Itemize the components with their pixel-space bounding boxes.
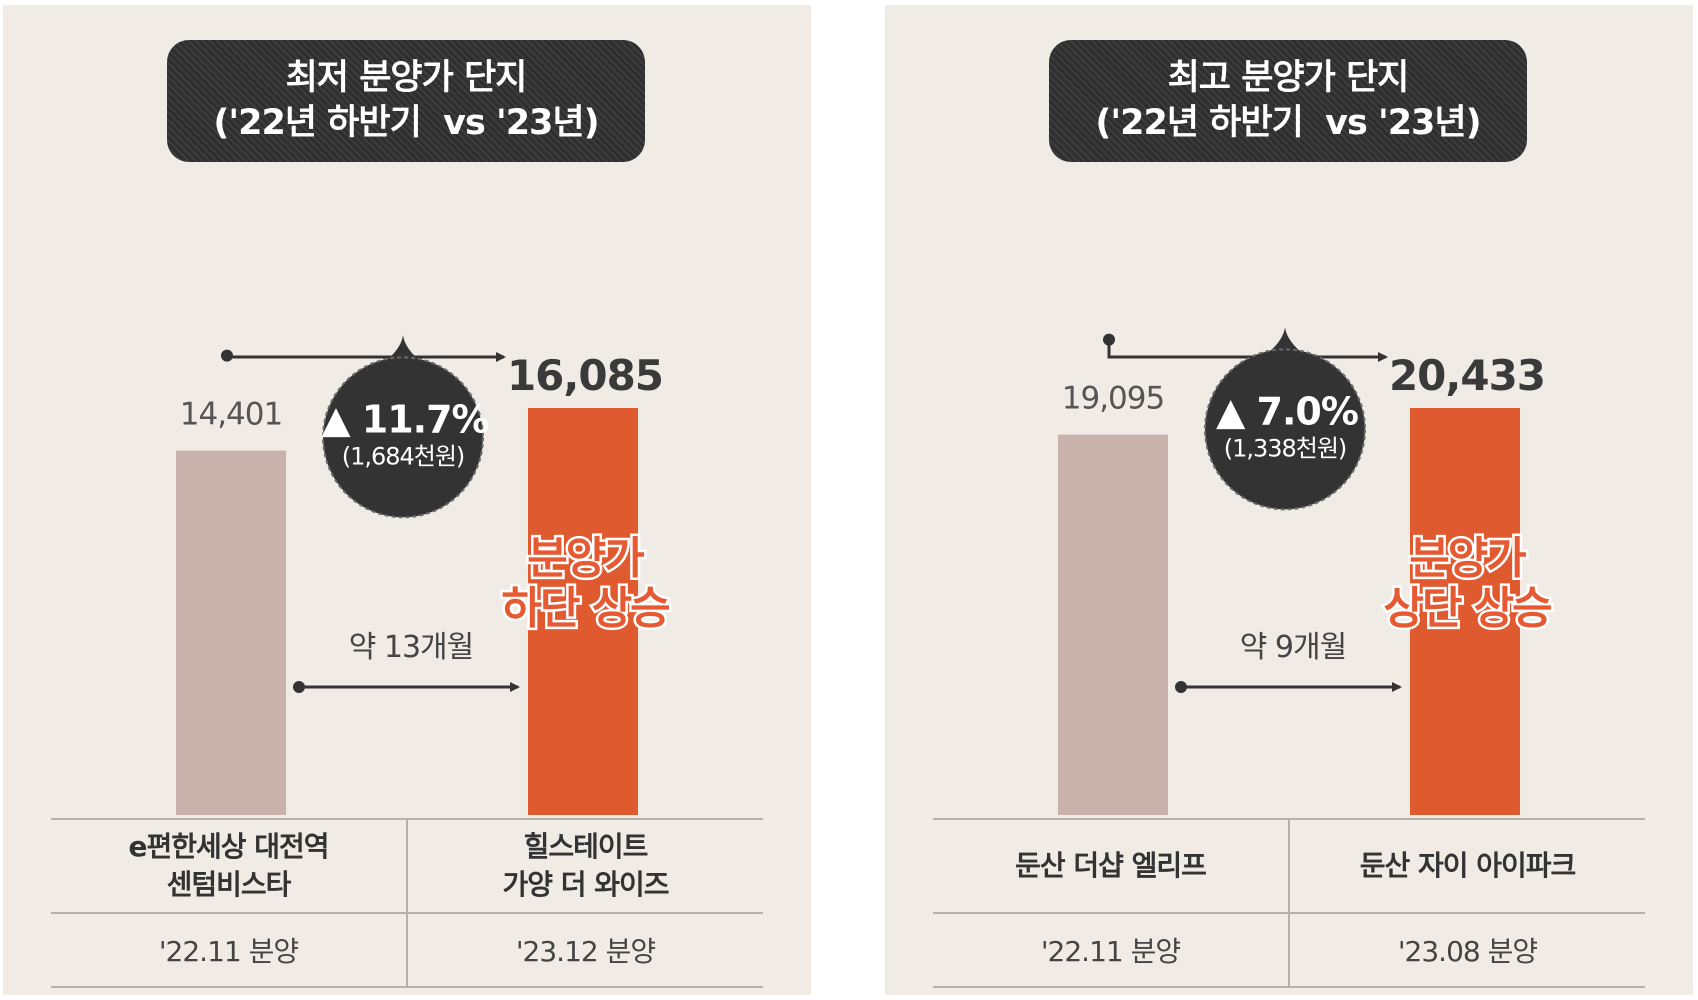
bar-before	[176, 450, 286, 815]
sale-date-after: '23.08 분양	[1397, 935, 1538, 968]
overlay-line-2: 상단 상승	[1383, 583, 1551, 634]
table-divider-v	[1288, 820, 1290, 986]
complex-name-after: 둔산 자이 아이파크	[1290, 820, 1645, 912]
badge-percent: ▲ 7.0%	[1216, 389, 1358, 433]
complex-name-after: 힐스테이트 가양 더 와이즈	[408, 820, 763, 912]
badge-difference: (1,338천원)	[1224, 434, 1347, 462]
chart-panel-highest: 최고 분양가 단지 ('22년 하반기 vs '23년) 19,095 20,43…	[885, 5, 1693, 995]
title-line-1: 최고 분양가 단지	[1167, 58, 1410, 98]
change-badge: ▲ 11.7%(1,684천원)	[321, 335, 490, 519]
rise-arrow	[225, 352, 506, 362]
badge-circle	[322, 356, 484, 519]
bar-after	[1410, 408, 1520, 815]
chart-title: 최고 분양가 단지 ('22년 하반기 vs '23년)	[1049, 40, 1527, 162]
title-line-1: 최저 분양가 단지	[285, 58, 528, 98]
complex-name-line: 센텀비스타	[166, 868, 292, 901]
complex-name-line: e편한세상 대전역	[128, 830, 329, 863]
table-divider-v	[406, 820, 408, 986]
bar-chart: 14,401 16,085 약 13개월 ▲ 11.7%(1,684천원) 분양가하단 …	[176, 335, 674, 815]
chart-title: 최저 분양가 단지 ('22년 하반기 vs '23년)	[167, 40, 645, 162]
complex-name-line: 힐스테이트	[523, 830, 649, 863]
badge-circle	[1204, 348, 1366, 511]
complex-name-line: 둔산 더샵 엘리프	[1015, 849, 1207, 882]
duration-label: 약 13개월	[349, 630, 474, 665]
complex-name-before: 둔산 더샵 엘리프	[933, 820, 1288, 912]
chart-panel-lowest: 최저 분양가 단지 ('22년 하반기 vs '23년) 14,401 16,08…	[3, 5, 811, 995]
overlay-line-1: 분양가	[1409, 533, 1526, 584]
value-label-after: 16,085	[507, 351, 663, 400]
value-label-before: 19,095	[1062, 381, 1164, 417]
sale-date-before: '22.11 분양	[158, 935, 299, 968]
complex-name-line: 둔산 자이 아이파크	[1359, 849, 1577, 882]
complex-name-before: e편한세상 대전역 센텀비스타	[51, 820, 406, 912]
sale-date-before: '22.11 분양	[1040, 935, 1181, 968]
complex-name-line: 가양 더 와이즈	[502, 868, 669, 901]
bar-after	[528, 408, 638, 815]
value-label-before: 14,401	[180, 397, 282, 433]
badge-difference: (1,684천원)	[342, 442, 465, 470]
badge-tip	[1265, 327, 1305, 356]
overlay-line-1: 분양가	[527, 533, 644, 584]
complex-table: e편한세상 대전역 센텀비스타 힐스테이트 가양 더 와이즈 '22.11 분양…	[51, 818, 763, 988]
complex-table: 둔산 더샵 엘리프 둔산 자이 아이파크 '22.11 분양 '23.08 분양	[933, 818, 1645, 988]
overlay-line-2: 하단 상승	[501, 583, 669, 634]
title-line-2: ('22년 하반기 vs '23년)	[1095, 103, 1481, 143]
value-label-after: 20,433	[1389, 351, 1545, 400]
bar-before	[1058, 434, 1168, 815]
change-badge: ▲ 7.0%(1,338천원)	[1204, 327, 1366, 511]
badge-percent: ▲ 11.7%	[321, 397, 488, 441]
sale-date-after: '23.12 분양	[515, 935, 656, 968]
badge-tip	[383, 335, 423, 364]
duration-label: 약 9개월	[1240, 630, 1346, 665]
title-line-2: ('22년 하반기 vs '23년)	[213, 103, 599, 143]
rise-arrow	[1107, 339, 1388, 362]
